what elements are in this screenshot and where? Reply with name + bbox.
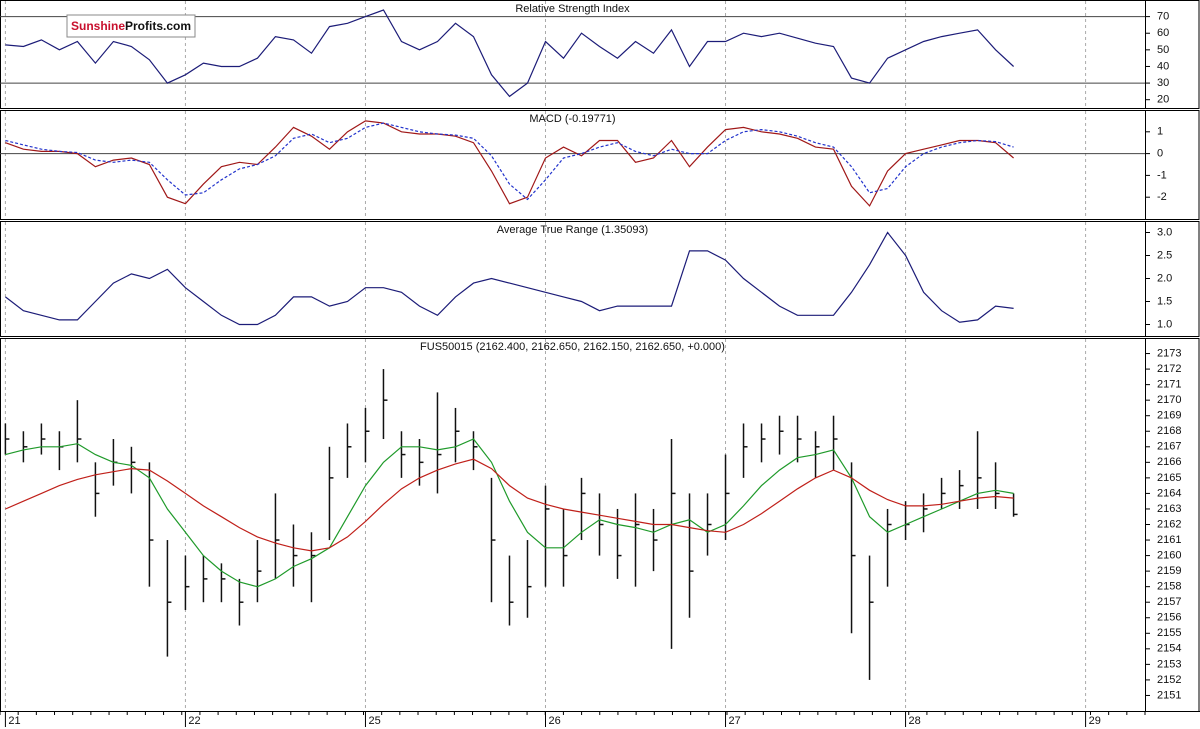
panel-title: Average True Range (1.35093) bbox=[497, 224, 648, 236]
y-tick-label: 2161 bbox=[1157, 534, 1181, 546]
x-tick-label: 28 bbox=[909, 715, 921, 727]
y-tick-label: 2167 bbox=[1157, 441, 1181, 453]
y-tick-label: 1.0 bbox=[1157, 318, 1172, 330]
logo: Sunshine Profits.com bbox=[66, 14, 196, 38]
y-tick-label: -2 bbox=[1157, 191, 1167, 203]
y-tick-label: 2.5 bbox=[1157, 249, 1172, 261]
y-tick-label: 2162 bbox=[1157, 518, 1181, 530]
y-tick-label: 2157 bbox=[1157, 596, 1181, 608]
y-tick-label: 2168 bbox=[1157, 425, 1181, 437]
x-tick-label: 22 bbox=[188, 715, 200, 727]
y-tick-label: 2151 bbox=[1157, 689, 1181, 701]
logo-text: Sunshine bbox=[71, 19, 125, 33]
y-tick-label: 2160 bbox=[1157, 549, 1181, 561]
y-tick-label: 2171 bbox=[1157, 379, 1181, 391]
series-line bbox=[5, 120, 1014, 207]
y-tick-label: 2154 bbox=[1157, 643, 1181, 655]
y-tick-label: 40 bbox=[1157, 60, 1169, 72]
panel-title: MACD (-0.19771) bbox=[529, 113, 615, 125]
y-tick-label: 2155 bbox=[1157, 627, 1181, 639]
series-line bbox=[5, 231, 1014, 326]
x-tick-label: 25 bbox=[368, 715, 380, 727]
panel-title: FUS50015 (2162.400, 2162.650, 2162.150, … bbox=[420, 341, 725, 353]
series-line bbox=[5, 438, 1014, 588]
panel-frame bbox=[0, 110, 1200, 220]
y-tick-label: 2164 bbox=[1157, 487, 1181, 499]
x-tick-label: 27 bbox=[729, 715, 741, 727]
y-tick-label: 2.0 bbox=[1157, 272, 1172, 284]
panel-frame bbox=[0, 221, 1200, 337]
y-tick-label: 2152 bbox=[1157, 674, 1181, 686]
logo-text: Profits.com bbox=[125, 19, 191, 33]
series-line bbox=[5, 458, 1014, 552]
y-tick-label: 2166 bbox=[1157, 456, 1181, 468]
y-tick-label: 2158 bbox=[1157, 581, 1181, 593]
y-tick-label: 30 bbox=[1157, 77, 1169, 89]
panel-frame bbox=[0, 0, 1200, 109]
series-line bbox=[5, 122, 1014, 201]
y-tick-label: 2165 bbox=[1157, 472, 1181, 484]
y-tick-label: 2172 bbox=[1157, 363, 1181, 375]
x-tick-label: 29 bbox=[1089, 715, 1101, 727]
y-tick-label: 60 bbox=[1157, 27, 1169, 39]
series-line bbox=[5, 9, 1015, 98]
y-tick-label: 0 bbox=[1157, 148, 1163, 160]
y-tick-label: 1.5 bbox=[1157, 295, 1172, 307]
y-tick-label: 2156 bbox=[1157, 612, 1181, 624]
y-tick-label: 50 bbox=[1157, 44, 1169, 56]
y-tick-label: 20 bbox=[1157, 94, 1169, 106]
panel-title: Relative Strength Index bbox=[515, 3, 630, 15]
y-tick-label: 3.0 bbox=[1157, 226, 1172, 238]
x-tick-label: 21 bbox=[8, 715, 20, 727]
y-tick-label: 2153 bbox=[1157, 658, 1181, 670]
y-tick-label: 1 bbox=[1157, 126, 1163, 138]
y-tick-label: -1 bbox=[1157, 169, 1167, 181]
y-tick-label: 2159 bbox=[1157, 565, 1181, 577]
y-tick-label: 2169 bbox=[1157, 410, 1181, 422]
y-tick-label: 70 bbox=[1157, 11, 1169, 23]
x-tick-label: 26 bbox=[548, 715, 560, 727]
y-tick-label: 2173 bbox=[1157, 347, 1181, 359]
logo-box bbox=[66, 14, 196, 38]
y-tick-label: 2170 bbox=[1157, 394, 1181, 406]
y-tick-label: 2163 bbox=[1157, 503, 1181, 515]
